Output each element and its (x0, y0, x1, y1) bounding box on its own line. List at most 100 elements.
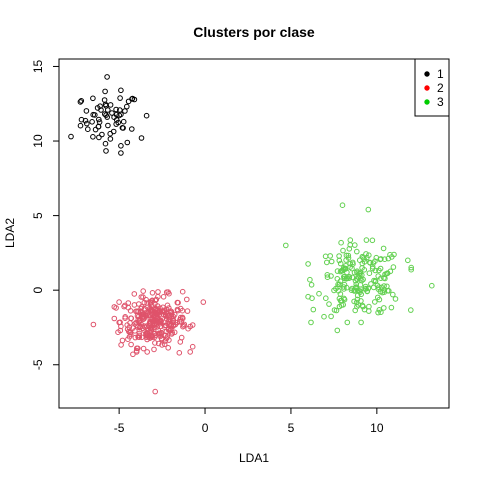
data-point (367, 271, 372, 276)
data-point (325, 260, 330, 265)
data-point (359, 320, 364, 325)
data-point (323, 254, 328, 259)
data-point (156, 290, 161, 295)
x-tick-label: 5 (288, 421, 295, 435)
x-axis-label: LDA1 (239, 451, 269, 465)
legend-marker (425, 72, 429, 76)
data-point (382, 306, 387, 311)
data-point (345, 320, 350, 325)
data-point (96, 124, 101, 129)
data-point (125, 104, 130, 109)
data-point (108, 137, 113, 142)
data-point (120, 338, 125, 343)
data-point (337, 254, 342, 259)
legend-label: 3 (437, 95, 444, 109)
legend-label: 1 (437, 67, 444, 81)
data-point (91, 135, 96, 140)
data-point (367, 304, 372, 309)
data-point (409, 308, 414, 313)
data-point (131, 352, 136, 357)
data-point (188, 350, 193, 355)
data-point (309, 320, 314, 325)
data-point (132, 292, 137, 297)
data-point (150, 291, 155, 296)
data-point (90, 120, 95, 125)
data-point (100, 132, 105, 137)
y-tick-label: 5 (31, 212, 45, 219)
data-point (129, 342, 134, 347)
data-point (125, 140, 130, 145)
data-point (111, 129, 116, 134)
data-point (348, 238, 353, 243)
data-point (106, 123, 111, 128)
data-point (105, 75, 110, 80)
data-point (335, 328, 340, 333)
data-point (178, 340, 183, 345)
data-point (201, 300, 206, 305)
data-point (137, 302, 142, 307)
legend: 123 (415, 59, 449, 116)
data-point (121, 119, 126, 124)
data-point (69, 134, 74, 139)
data-point (329, 314, 334, 319)
data-point (370, 238, 375, 243)
series-3-points (284, 203, 435, 333)
data-point (309, 283, 314, 288)
y-tick-label: 10 (31, 134, 45, 148)
data-point (335, 277, 340, 282)
data-point (119, 88, 124, 93)
data-point (367, 309, 372, 314)
data-point (430, 283, 435, 288)
data-point (317, 291, 322, 296)
x-axis: -5 0 5 10 (114, 408, 384, 435)
data-point (161, 295, 166, 300)
data-point (341, 248, 346, 253)
y-tick-label: -5 (31, 359, 45, 370)
data-point (110, 111, 115, 116)
data-point (324, 296, 329, 301)
data-point (185, 297, 190, 302)
data-point (119, 144, 124, 149)
y-tick-label: 15 (31, 59, 45, 73)
data-point (389, 305, 394, 310)
data-point (180, 289, 185, 294)
data-point (322, 314, 327, 319)
data-point (91, 322, 96, 327)
data-point (353, 243, 358, 248)
data-point (132, 303, 137, 308)
data-point (373, 300, 378, 305)
data-point (108, 103, 113, 108)
data-point (385, 284, 390, 289)
y-axis-label: LDA2 (3, 218, 17, 248)
data-point (391, 265, 396, 270)
data-point (102, 98, 107, 103)
data-point (153, 389, 158, 394)
data-point (391, 292, 396, 297)
data-point (308, 277, 313, 282)
data-point (84, 109, 89, 114)
data-point (117, 300, 122, 305)
data-point (328, 254, 333, 259)
data-point (339, 240, 344, 245)
data-point (340, 203, 345, 208)
data-point (130, 127, 135, 132)
legend-marker (425, 86, 429, 90)
data-point (311, 307, 316, 312)
data-point (103, 141, 108, 146)
data-point (284, 243, 289, 248)
data-point (152, 347, 157, 352)
data-point (376, 310, 381, 315)
data-point (185, 309, 190, 314)
chart-title: Clusters por clase (193, 24, 315, 40)
data-point (393, 297, 398, 302)
series-1-points (69, 75, 149, 156)
data-point (86, 127, 91, 132)
data-point (327, 302, 332, 307)
data-point (355, 249, 360, 254)
data-point (103, 89, 108, 94)
data-point (78, 123, 83, 128)
data-point (145, 350, 150, 355)
data-point (144, 113, 149, 118)
legend-label: 2 (437, 81, 444, 95)
